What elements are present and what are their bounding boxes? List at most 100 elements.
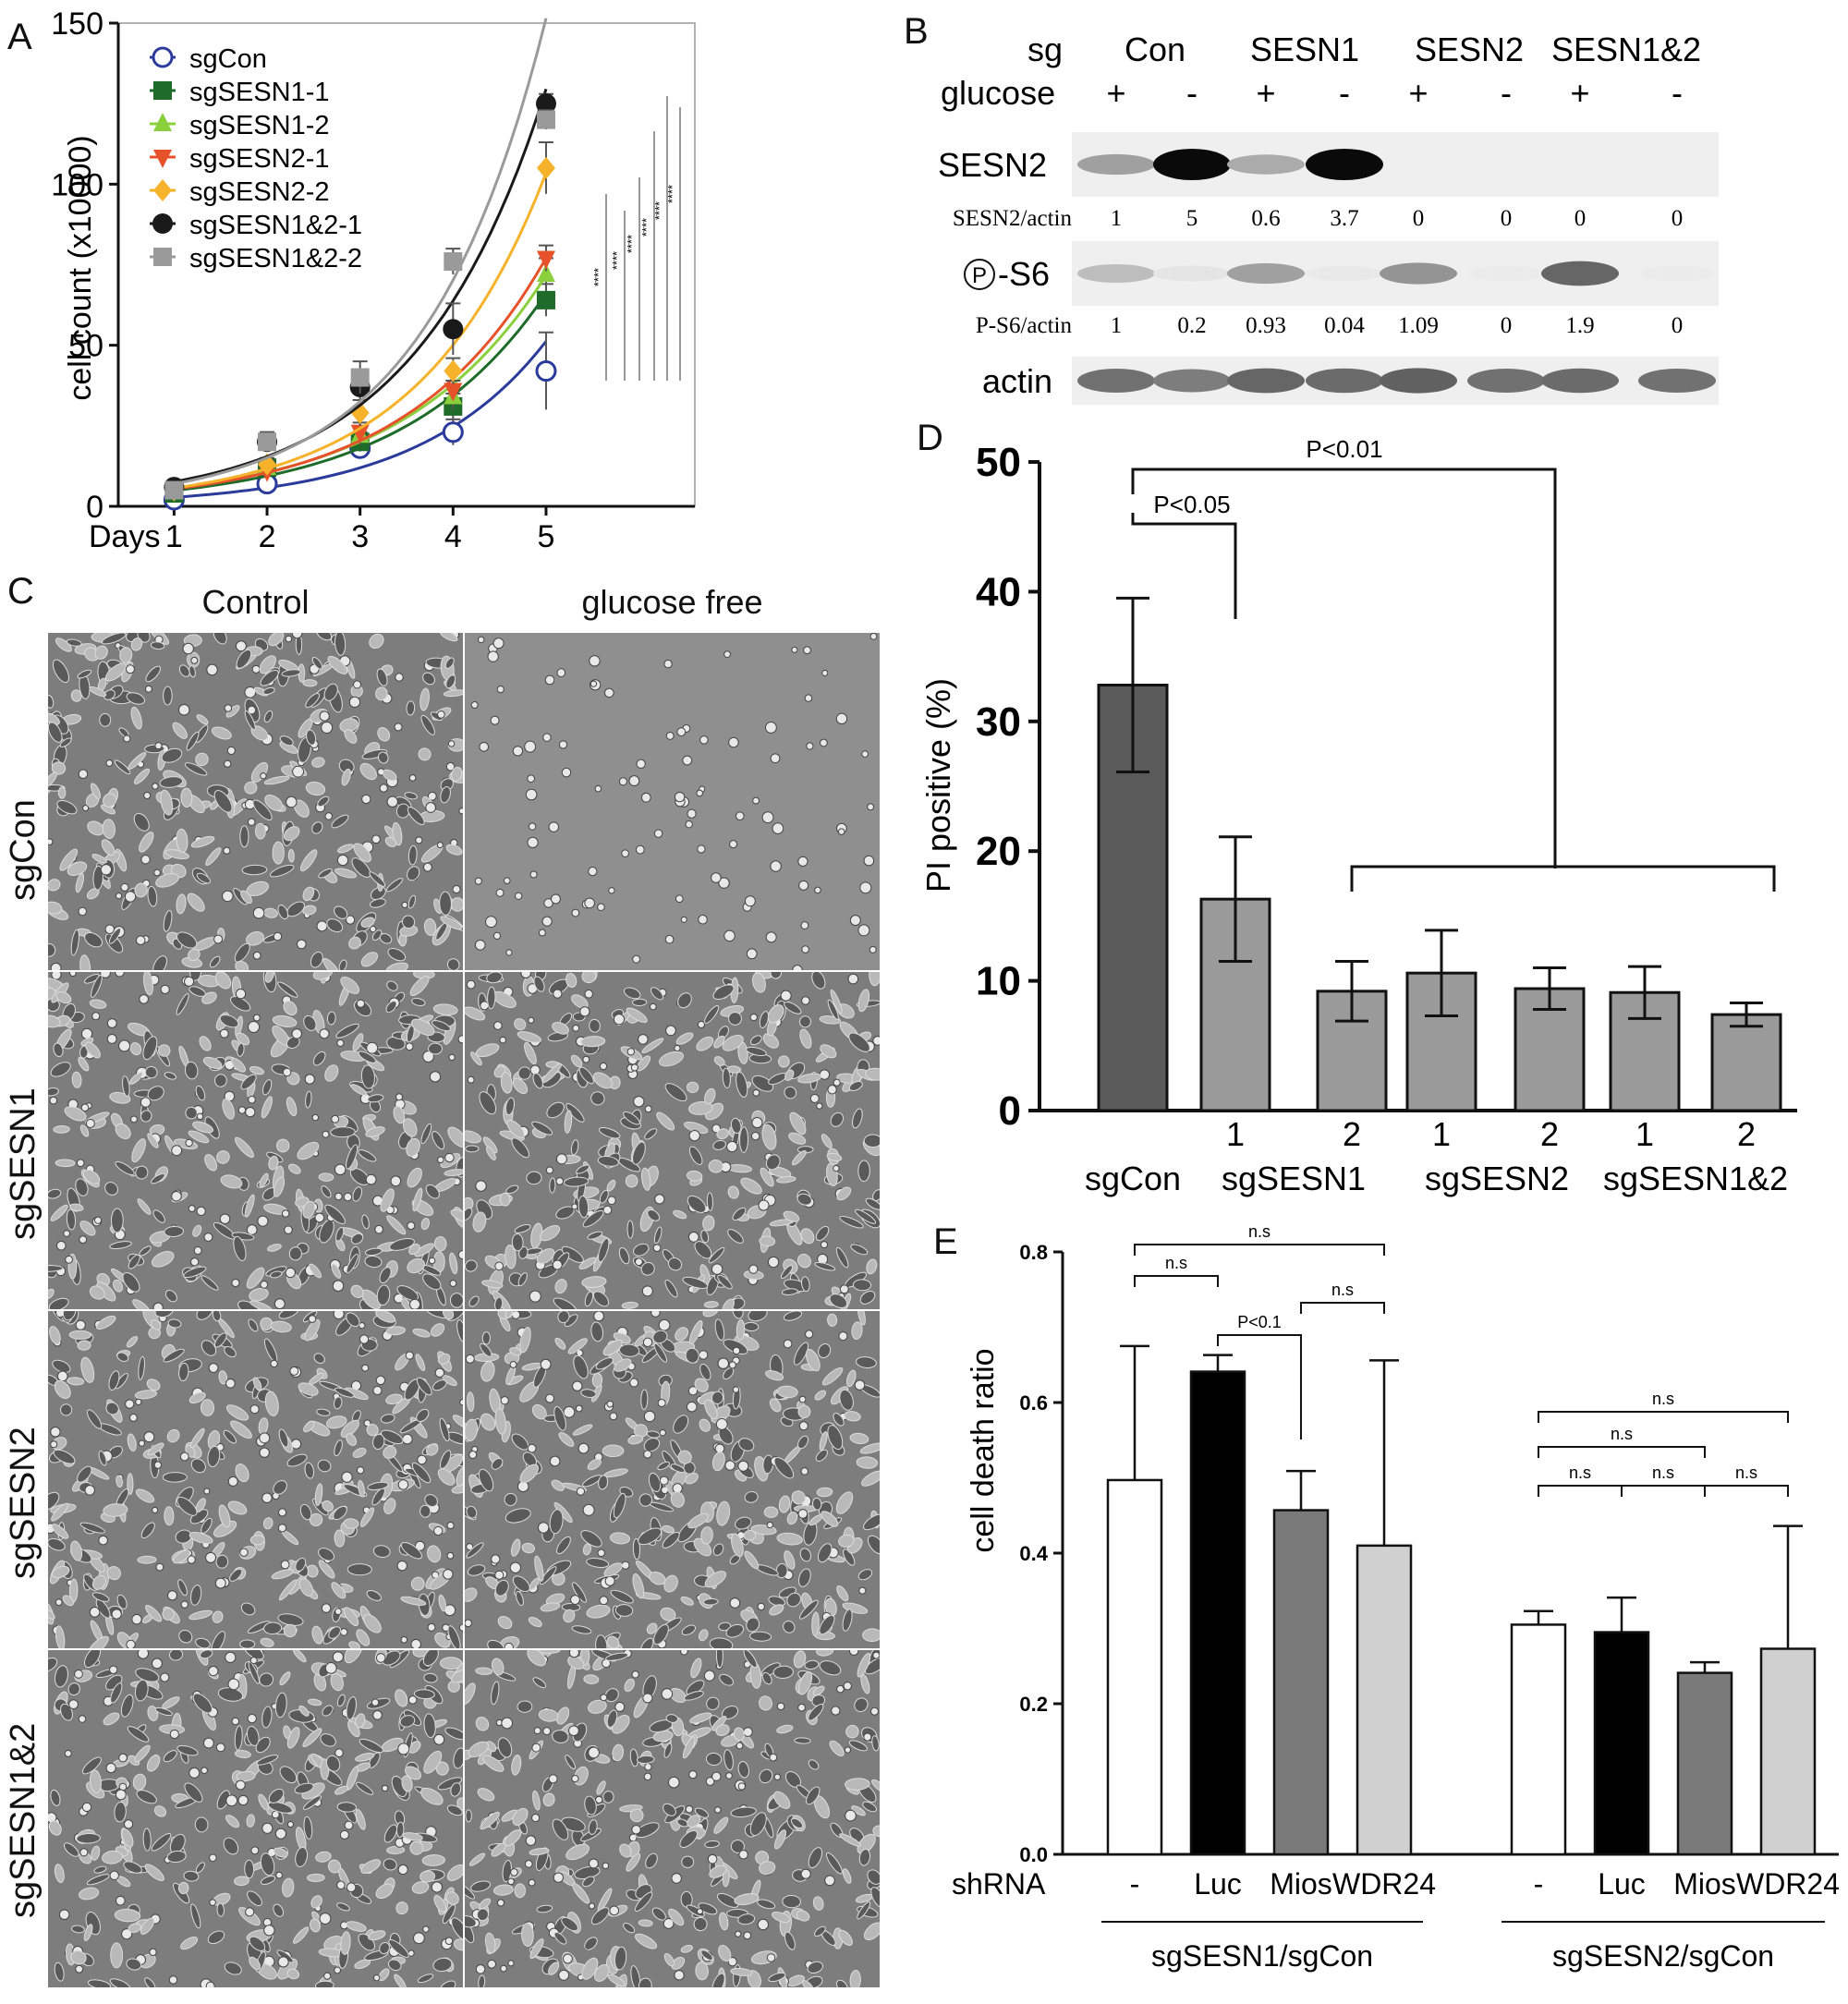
data-point — [164, 477, 185, 498]
y-axis-title: cell count (x10000) — [63, 135, 98, 400]
group-label: sgCon — [1085, 1160, 1181, 1197]
y-tick-label: 100 — [51, 167, 103, 202]
data-point — [444, 252, 463, 272]
legend-label: sgSESN1&2-1 — [189, 211, 362, 240]
bar — [1097, 683, 1169, 1112]
blot-band — [1638, 265, 1716, 282]
data-point — [536, 156, 555, 179]
blot-band — [1153, 369, 1231, 393]
y-tick-label: 0 — [999, 1088, 1021, 1134]
glucose-sign: - — [1186, 74, 1198, 112]
data-point — [350, 424, 370, 443]
shrna-label: shRNA — [952, 1867, 1046, 1901]
panel-letter-d: D — [917, 418, 943, 458]
data-point — [444, 396, 463, 416]
glucose-sign: - — [1501, 74, 1512, 112]
micrograph-grid: Control glucose free sgCon sgSESN1 sgSESN2 sg… — [4, 583, 880, 1988]
significance-bracket — [1131, 513, 1237, 619]
quant-value: 0 — [1574, 206, 1587, 231]
data-point — [536, 290, 555, 310]
fit-curve — [174, 292, 548, 492]
data-point — [444, 383, 463, 402]
data-point — [350, 368, 370, 387]
blot-strip — [1072, 132, 1719, 197]
series-3 — [164, 244, 555, 502]
panel-letter-a: A — [7, 17, 32, 57]
bar — [1514, 987, 1586, 1112]
y-tick-label: 50 — [68, 329, 103, 364]
micrograph-row-label: sgSESN1&2 — [4, 1722, 43, 1918]
significance-bracket — [1704, 1485, 1789, 1497]
quant-value: 0.2 — [1177, 313, 1206, 338]
data-point — [163, 489, 185, 511]
data-point — [258, 458, 277, 478]
row-label-ps6: -S6 — [998, 255, 1050, 293]
glucose-label: glucose — [941, 74, 1055, 112]
p-value-label: P<0.05 — [1153, 491, 1230, 518]
glucose-sign: - — [1339, 74, 1350, 112]
series-0 — [163, 331, 557, 511]
y-tick-label: 10 — [976, 959, 1021, 1004]
significance-bracket — [1350, 865, 1776, 892]
data-point — [536, 262, 555, 282]
plot-frame — [117, 22, 696, 507]
blot-band — [1227, 154, 1305, 175]
group-label: SESN1 — [1250, 30, 1359, 68]
blot-band — [1227, 368, 1305, 394]
group-label: Con — [1125, 30, 1185, 68]
data-point — [349, 376, 371, 397]
blot-band — [1306, 265, 1383, 282]
data-point — [536, 250, 555, 270]
y-axis-title: cell death ratio — [966, 1348, 1001, 1552]
blot-band — [1153, 265, 1231, 282]
data-point — [350, 432, 370, 452]
bar — [1759, 1647, 1817, 1856]
x-axis-title: Days — [89, 519, 160, 554]
x-tick-label: 2 — [259, 519, 276, 554]
p-value-label: P<0.01 — [1306, 435, 1382, 463]
y-tick-label: 0.0 — [1019, 1843, 1048, 1866]
blot-band — [1306, 368, 1383, 394]
panel-letter-b: B — [904, 11, 929, 52]
fit-curve — [174, 274, 548, 490]
data-point — [258, 432, 277, 452]
data-point — [153, 150, 172, 168]
significance-stars: **** — [639, 218, 653, 237]
cell-texture — [465, 972, 880, 1309]
bar — [1272, 1509, 1330, 1856]
micrograph-row-label: sgCon — [4, 799, 43, 901]
cell-texture — [48, 1311, 463, 1648]
category-label: - — [1130, 1867, 1140, 1901]
quant-value: 0.6 — [1251, 206, 1280, 231]
micrograph-image — [48, 633, 463, 970]
y-tick-label: 50 — [976, 440, 1021, 485]
series-1 — [164, 283, 555, 504]
x-tick-label: 5 — [538, 519, 555, 554]
row-label-actin: actin — [982, 362, 1052, 400]
blot-strip — [1072, 241, 1719, 306]
data-point — [256, 473, 278, 495]
bar-sub-label: 2 — [1343, 1115, 1361, 1153]
data-point — [152, 213, 173, 234]
cell-texture — [48, 972, 463, 1309]
data-point — [535, 360, 557, 383]
panel-letter-e: E — [933, 1221, 958, 1262]
bar-sub-label: 1 — [1635, 1115, 1654, 1153]
significance-label: n.s — [1165, 1254, 1187, 1272]
significance-stars: **** — [665, 185, 679, 203]
bar — [1356, 1544, 1413, 1856]
bar-sub-label: 1 — [1432, 1115, 1451, 1153]
blot-band — [1077, 153, 1155, 176]
data-point — [350, 401, 370, 424]
micrograph-image — [48, 1311, 463, 1648]
quant-value: 0 — [1501, 313, 1513, 338]
quant-label: SESN2/actin — [953, 206, 1073, 231]
glucose-sign: + — [1408, 74, 1428, 112]
significance-bracket — [1538, 1446, 1706, 1458]
sg-label: sg — [1027, 30, 1063, 68]
bar — [1189, 1370, 1246, 1856]
y-tick-label: 20 — [976, 829, 1021, 874]
quant-value: 1 — [1111, 313, 1123, 338]
group-label: sgSESN1 — [1222, 1160, 1366, 1197]
category-label: WDR24 — [1332, 1867, 1436, 1901]
